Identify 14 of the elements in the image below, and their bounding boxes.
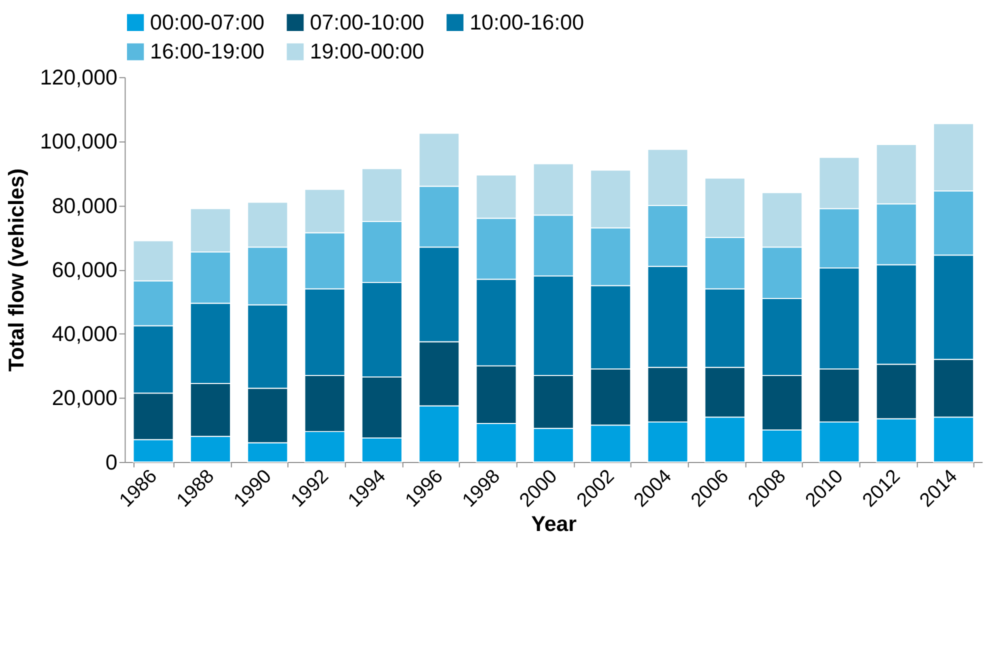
legend-label: 10:00-16:00 (470, 10, 584, 34)
legend-label: 19:00-00:00 (310, 40, 424, 64)
y-tick-label: 0 (105, 450, 118, 474)
y-tick-label: 120,000 (40, 65, 118, 90)
y-tick-label: 100,000 (40, 130, 118, 154)
legend-label: 16:00-19:00 (150, 40, 264, 64)
y-tick-label: 80,000 (52, 194, 118, 218)
y-tick-label: 60,000 (52, 258, 118, 282)
legend-label: 00:00-07:00 (150, 10, 264, 34)
y-tick-label: 40,000 (52, 322, 118, 346)
x-axis-title: Year (531, 512, 578, 536)
y-axis-title: Total flow (vehicles) (4, 168, 28, 372)
y-tick-label: 20,000 (52, 386, 118, 410)
legend-label: 07:00-10:00 (310, 10, 424, 34)
